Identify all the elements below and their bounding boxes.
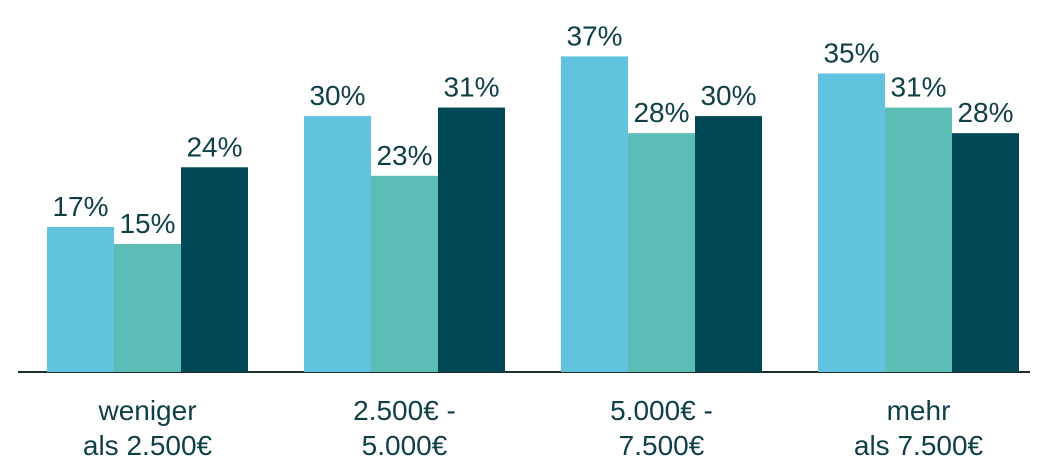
data-label: 31% bbox=[443, 72, 499, 103]
bar bbox=[371, 175, 438, 372]
data-label: 28% bbox=[633, 97, 689, 128]
label-background bbox=[628, 95, 695, 130]
bar bbox=[885, 107, 952, 372]
bar bbox=[561, 56, 628, 372]
bar bbox=[695, 116, 762, 372]
label-background bbox=[181, 129, 248, 164]
data-label: 23% bbox=[376, 140, 432, 171]
x-tick-label: weniger bbox=[97, 395, 196, 426]
x-tick-label: als 7.500€ bbox=[854, 430, 984, 458]
bar bbox=[952, 133, 1019, 372]
data-label: 28% bbox=[957, 97, 1013, 128]
data-label: 17% bbox=[52, 191, 108, 222]
data-label: 30% bbox=[309, 80, 365, 111]
bar bbox=[304, 116, 371, 372]
data-label: 15% bbox=[119, 208, 175, 239]
data-label: 24% bbox=[186, 131, 242, 162]
bar bbox=[818, 73, 885, 372]
x-tick-label: 7.500€ bbox=[619, 430, 705, 458]
label-background bbox=[952, 95, 1019, 130]
label-background bbox=[561, 18, 628, 53]
label-background bbox=[304, 78, 371, 113]
bar bbox=[181, 167, 248, 372]
bar bbox=[628, 133, 695, 372]
x-tick-label: 2.500€ - bbox=[353, 395, 456, 426]
label-background bbox=[114, 206, 181, 241]
bar bbox=[438, 107, 505, 372]
label-background bbox=[47, 188, 114, 223]
label-background bbox=[438, 69, 505, 104]
x-tick-label: als 2.500€ bbox=[83, 430, 213, 458]
x-tick-label: mehr bbox=[887, 395, 951, 426]
x-tick-label: 5.000€ bbox=[362, 430, 448, 458]
bar bbox=[47, 226, 114, 372]
label-background bbox=[885, 69, 952, 104]
x-tick-label: 5.000€ - bbox=[610, 395, 713, 426]
data-label: 31% bbox=[890, 72, 946, 103]
data-label: 30% bbox=[700, 80, 756, 111]
label-background bbox=[371, 137, 438, 172]
bar bbox=[114, 244, 181, 372]
label-background bbox=[818, 35, 885, 70]
label-background bbox=[695, 78, 762, 113]
data-label: 35% bbox=[823, 37, 879, 68]
data-label: 37% bbox=[566, 20, 622, 51]
